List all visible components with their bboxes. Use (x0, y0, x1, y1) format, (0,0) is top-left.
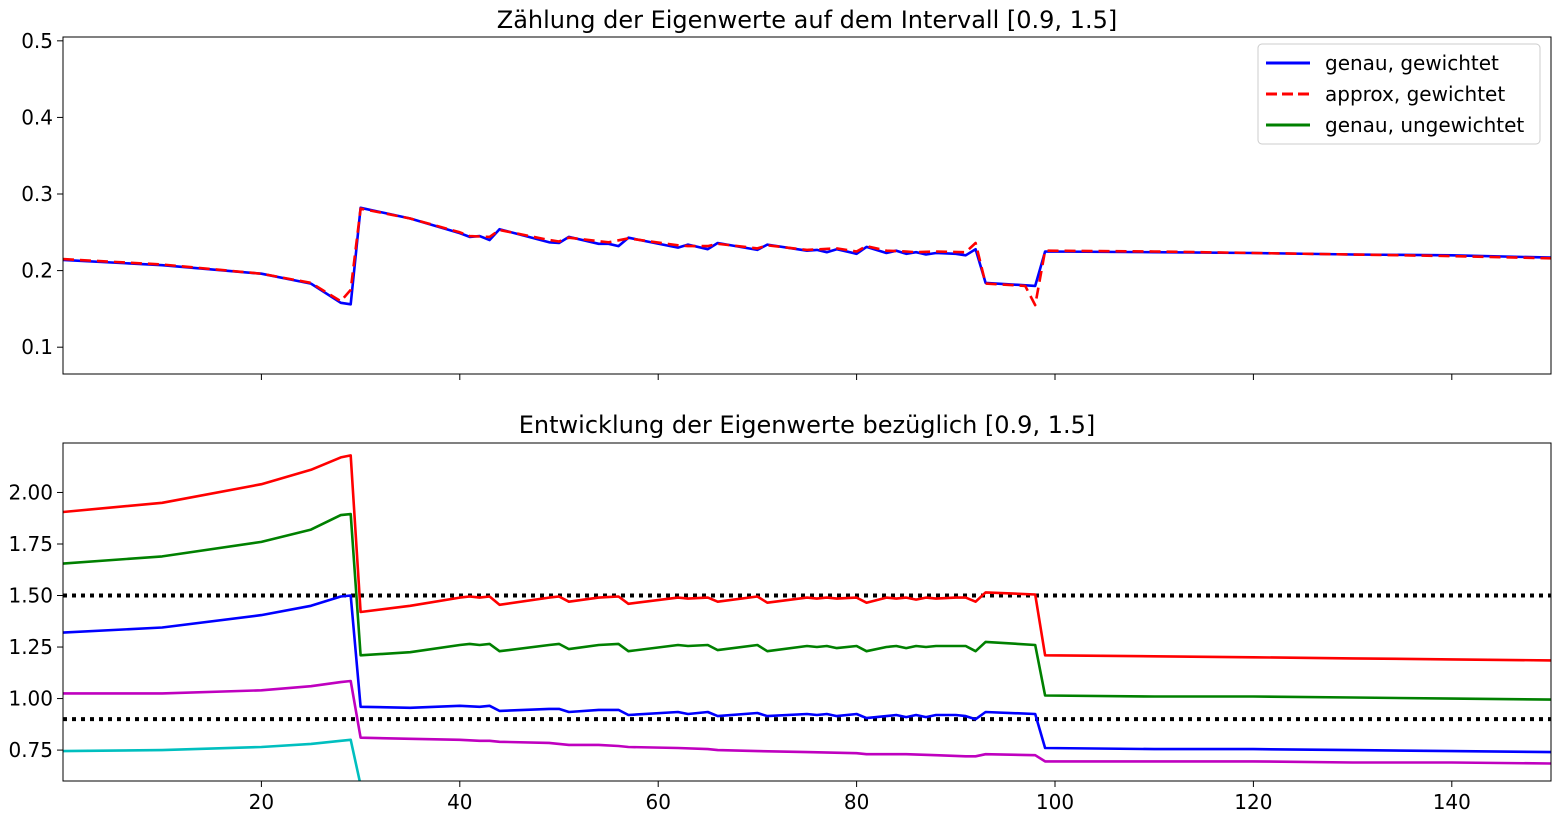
evolution-chart: Entwicklung der Eigenwerte bezüglich [0.… (8, 411, 1552, 814)
legend-label-approx-gewichtet: approx, gewichtet (1325, 82, 1505, 106)
x-tick-label: 100 (1036, 790, 1074, 814)
series-line-0 (63, 206, 1551, 306)
counting-chart: Zählung der Eigenwerte auf dem Intervall… (21, 6, 1552, 380)
series-line-3 (63, 679, 1551, 765)
y-axis: 0.1 0.2 0.3 0.4 0.5 (21, 29, 63, 359)
series-line-4 (63, 738, 362, 781)
x-tick-label: 120 (1234, 790, 1272, 814)
legend-label-genau-gewichtet: genau, gewichtet (1325, 51, 1499, 75)
plot-frame (62, 36, 1552, 375)
series-line-1 (63, 512, 1551, 701)
chart-title: Zählung der Eigenwerte auf dem Intervall… (497, 6, 1117, 34)
series-layer (63, 206, 1551, 307)
y-tick-label: 0.4 (21, 105, 53, 129)
x-axis (260, 374, 1453, 380)
x-axis: 20 40 60 80 100 120 140 (249, 781, 1471, 814)
legend: genau, gewichtet approx, gewichtet genau… (1257, 43, 1541, 145)
legend-label-genau-ungewichtet: genau, ungewichtet (1325, 113, 1524, 137)
y-tick-label: 0.75 (8, 738, 53, 762)
x-tick-label: 40 (447, 790, 472, 814)
y-tick-label: 1.75 (8, 532, 53, 556)
y-tick-label: 0.1 (21, 335, 53, 359)
y-tick-label: 1.00 (8, 687, 53, 711)
y-tick-label: 1.50 (8, 584, 53, 608)
plot-frame (62, 442, 1552, 782)
y-tick-label: 0.3 (21, 182, 53, 206)
chart-title: Entwicklung der Eigenwerte bezüglich [0.… (519, 411, 1095, 439)
x-tick-label: 20 (249, 790, 274, 814)
x-tick-label: 140 (1433, 790, 1471, 814)
y-tick-label: 0.2 (21, 259, 53, 283)
legend-box (1257, 43, 1541, 145)
series-line-0 (63, 454, 1551, 662)
series-line-1 (63, 207, 1551, 307)
y-tick-label: 0.5 (21, 29, 53, 53)
y-tick-label: 2.00 (8, 480, 53, 504)
series-line-2 (63, 594, 1551, 754)
y-tick-label: 1.25 (8, 635, 53, 659)
x-tick-label: 80 (844, 790, 869, 814)
y-axis: 0.75 1.00 1.25 1.50 1.75 2.00 (8, 480, 63, 762)
x-tick-label: 60 (645, 790, 670, 814)
series-layer (63, 454, 1551, 781)
